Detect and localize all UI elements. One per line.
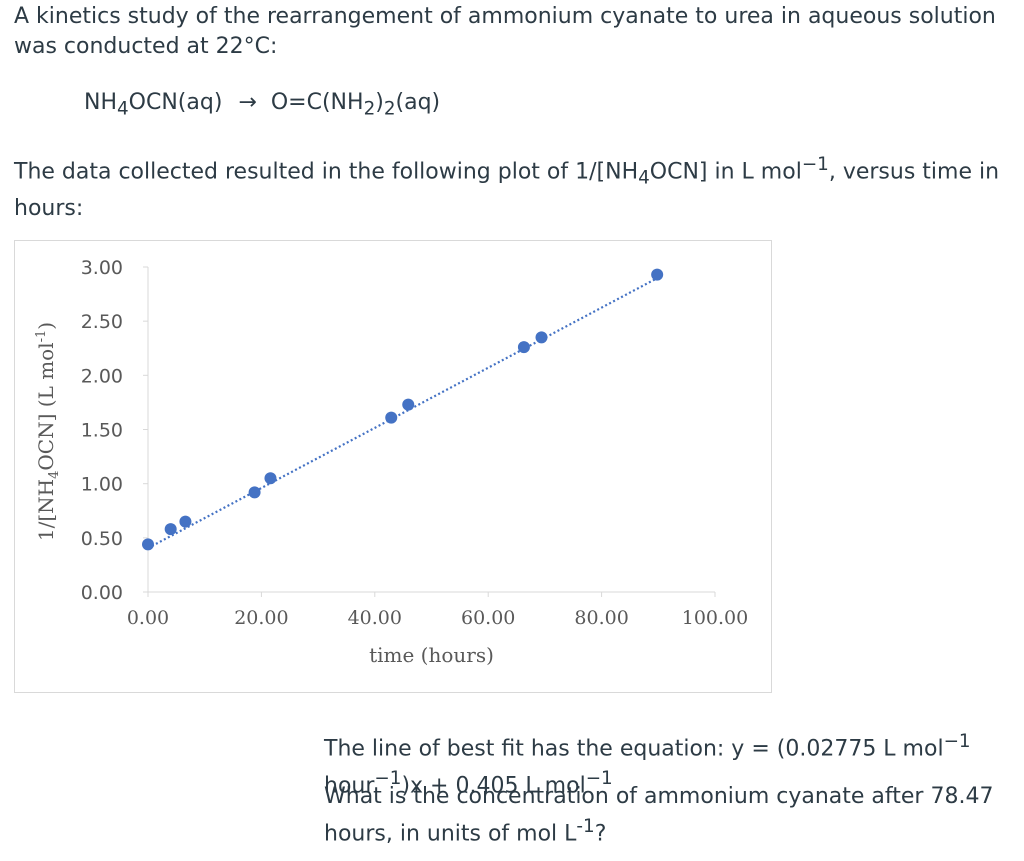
x-tick-label: 80.00 bbox=[574, 607, 628, 629]
data-point bbox=[179, 515, 192, 528]
data-point bbox=[535, 331, 548, 344]
x-tick-label: 0.00 bbox=[127, 607, 169, 629]
trendline bbox=[147, 277, 658, 550]
x-tick-label: 60.00 bbox=[461, 607, 515, 629]
x-tick-label: 100.00 bbox=[682, 607, 748, 629]
y-tick-label: 1.50 bbox=[81, 420, 123, 442]
data-point bbox=[164, 523, 177, 536]
product: O=C(NH2)2(aq) bbox=[270, 90, 441, 120]
intro-text: A kinetics study of the rearrangement of… bbox=[14, 4, 996, 59]
data-point bbox=[385, 411, 398, 424]
data-point bbox=[248, 486, 261, 499]
x-axis-title: time (hours) bbox=[369, 643, 494, 667]
question-text: What is the concentration of ammonium cy… bbox=[324, 784, 994, 847]
x-tick-label: 40.00 bbox=[348, 607, 402, 629]
best-fit-equation: The line of best fit has the equation: y… bbox=[324, 731, 971, 799]
data-point bbox=[142, 538, 154, 551]
data-point bbox=[651, 268, 664, 281]
reaction-equation: NH4OCN(aq) → O=C(NH2)2(aq) bbox=[84, 88, 440, 124]
y-axis-title: 1/[NH4OCN] (L mol-1) bbox=[34, 322, 62, 541]
data-point bbox=[402, 398, 415, 411]
y-tick-label: 0.00 bbox=[81, 582, 123, 604]
data-point bbox=[517, 341, 530, 354]
data-point bbox=[264, 472, 277, 485]
reaction-arrow: → bbox=[238, 90, 257, 115]
y-tick-label: 2.00 bbox=[81, 365, 123, 387]
x-tick-label: 20.00 bbox=[234, 607, 288, 629]
y-tick-label: 3.00 bbox=[81, 257, 123, 279]
y-tick-label: 0.50 bbox=[81, 528, 123, 550]
plot-description: The data collected resulted in the follo… bbox=[14, 154, 1000, 221]
chart: 0.00 0.50 1.00 1.50 2.00 2.50 3.00 0.00 20.00 40.… bbox=[14, 240, 772, 693]
y-tick-label: 1.00 bbox=[81, 474, 123, 496]
chart-svg: 0.00 0.50 1.00 1.50 2.00 2.50 3.00 0.00 20.00 40.… bbox=[34, 257, 748, 667]
reactant: NH4OCN(aq) bbox=[84, 90, 223, 120]
y-tick-label: 2.50 bbox=[81, 311, 123, 333]
